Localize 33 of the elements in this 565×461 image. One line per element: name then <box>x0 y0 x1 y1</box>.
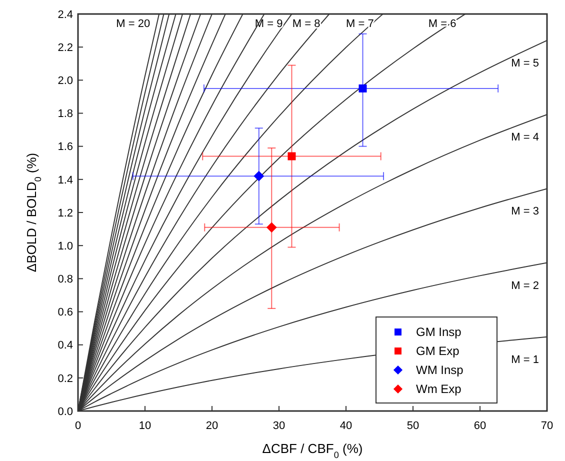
y-tick-label: 1.8 <box>58 108 73 120</box>
x-axis-title: ΔCBF / CBF$_{0}$ (%) <box>262 441 363 460</box>
x-tick-label: 50 <box>406 420 420 432</box>
legend-label: WM Insp <box>416 363 464 378</box>
y-tick-label: 1.2 <box>58 207 73 220</box>
y-tick-label: 1.4 <box>58 174 73 186</box>
legend-label: GM Exp <box>416 344 460 358</box>
y-tick-label: 2.2 <box>58 42 73 54</box>
y-tick-label: 2.0 <box>58 75 73 88</box>
x-tick-label: 10 <box>138 420 152 432</box>
series-label: M = 2 <box>511 280 539 292</box>
y-tick-label: 1.6 <box>58 141 73 154</box>
x-tick-label: 70 <box>540 420 554 432</box>
y-tick-label: 0.4 <box>58 340 73 352</box>
legend-label: Wm Exp <box>416 382 462 396</box>
series-label: M = 5 <box>511 57 539 70</box>
series-label: M = 1 <box>511 354 539 366</box>
series-label: M = 20 <box>116 18 150 30</box>
series-label: M = 3 <box>511 206 539 218</box>
legend-label: GM Insp <box>416 325 462 340</box>
y-tick-label: 1.0 <box>58 240 73 252</box>
x-tick-label: 0 <box>74 420 82 432</box>
x-tick-label: 30 <box>272 420 286 432</box>
x-tick-label: 20 <box>206 420 218 432</box>
x-tick-label: 60 <box>474 420 486 432</box>
x-tick-label: 40 <box>340 420 352 432</box>
y-tick-label: 0.6 <box>58 306 73 319</box>
y-tick-label: 2.4 <box>58 8 73 21</box>
series-label: M = 4 <box>511 132 539 144</box>
y-tick-label: 0.0 <box>58 406 73 418</box>
y-tick-label: 0.2 <box>58 372 73 385</box>
y-tick-label: 0.8 <box>58 274 73 286</box>
series-label: M = 8 <box>292 18 320 30</box>
